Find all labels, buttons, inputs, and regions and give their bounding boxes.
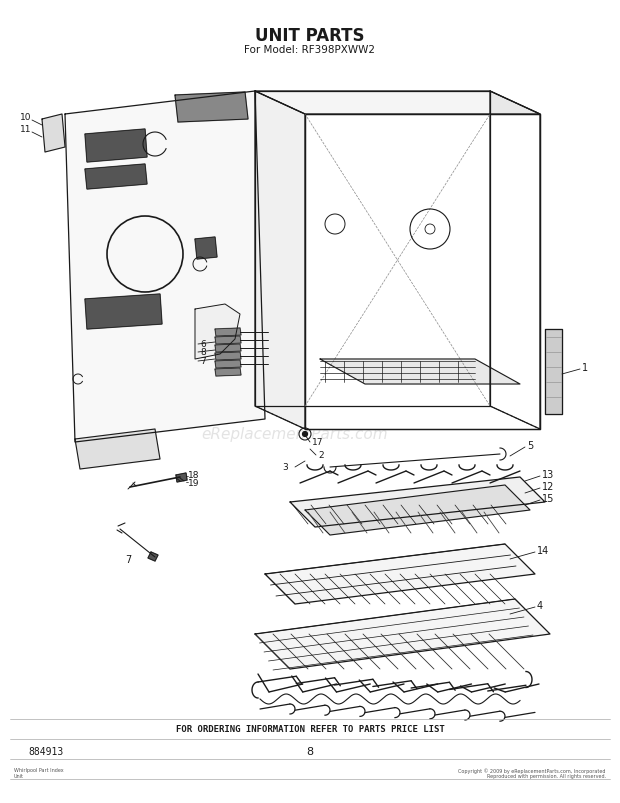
Polygon shape [65,92,265,442]
Text: 18: 18 [188,471,200,480]
Polygon shape [85,130,147,163]
Text: 12: 12 [542,482,554,491]
Polygon shape [215,361,241,369]
Polygon shape [490,92,540,430]
Text: 15: 15 [542,493,554,503]
Polygon shape [215,353,241,361]
Polygon shape [176,474,187,483]
Text: 7: 7 [125,554,131,565]
Text: 10: 10 [20,113,32,122]
Text: 884913: 884913 [28,746,63,756]
Polygon shape [265,544,535,604]
Polygon shape [320,360,520,385]
Polygon shape [255,599,550,669]
Text: Copyright © 2009 by eReplacementParts.com, Incorporated
Reproduced with permissi: Copyright © 2009 by eReplacementParts.co… [459,767,606,778]
Polygon shape [148,552,158,561]
Text: FOR ORDERING INFORMATION REFER TO PARTS PRICE LIST: FOR ORDERING INFORMATION REFER TO PARTS … [175,724,445,734]
Polygon shape [290,478,545,528]
Polygon shape [215,328,241,336]
Polygon shape [195,304,240,360]
Circle shape [303,432,308,437]
Text: 2: 2 [318,451,324,460]
Text: 11: 11 [20,125,32,134]
Polygon shape [305,115,540,430]
Polygon shape [215,336,241,344]
Text: UNIT PARTS: UNIT PARTS [255,27,365,45]
Text: 14: 14 [537,545,549,556]
Polygon shape [215,344,241,353]
Text: 3: 3 [282,463,288,472]
Text: 8: 8 [200,348,206,357]
Polygon shape [85,165,147,190]
Text: 17: 17 [312,438,324,447]
Polygon shape [85,295,162,329]
Text: Whirlpool Part Index
Unit: Whirlpool Part Index Unit [14,767,64,778]
Text: 4: 4 [537,601,543,610]
Polygon shape [255,92,305,430]
Text: 19: 19 [188,479,200,488]
Text: 7: 7 [200,357,206,366]
Text: 8: 8 [306,746,314,756]
Polygon shape [545,329,562,414]
Text: For Model: RF398PXWW2: For Model: RF398PXWW2 [244,45,376,55]
Text: 5: 5 [527,441,533,450]
Polygon shape [215,369,241,377]
Text: 13: 13 [542,470,554,479]
Polygon shape [255,92,540,115]
Polygon shape [175,93,248,123]
Polygon shape [305,485,530,536]
Text: 6: 6 [200,340,206,349]
Polygon shape [195,238,217,259]
Text: eReplacementParts.com: eReplacementParts.com [202,427,388,442]
Text: 1: 1 [582,362,588,373]
Polygon shape [75,430,160,470]
Polygon shape [42,115,65,153]
